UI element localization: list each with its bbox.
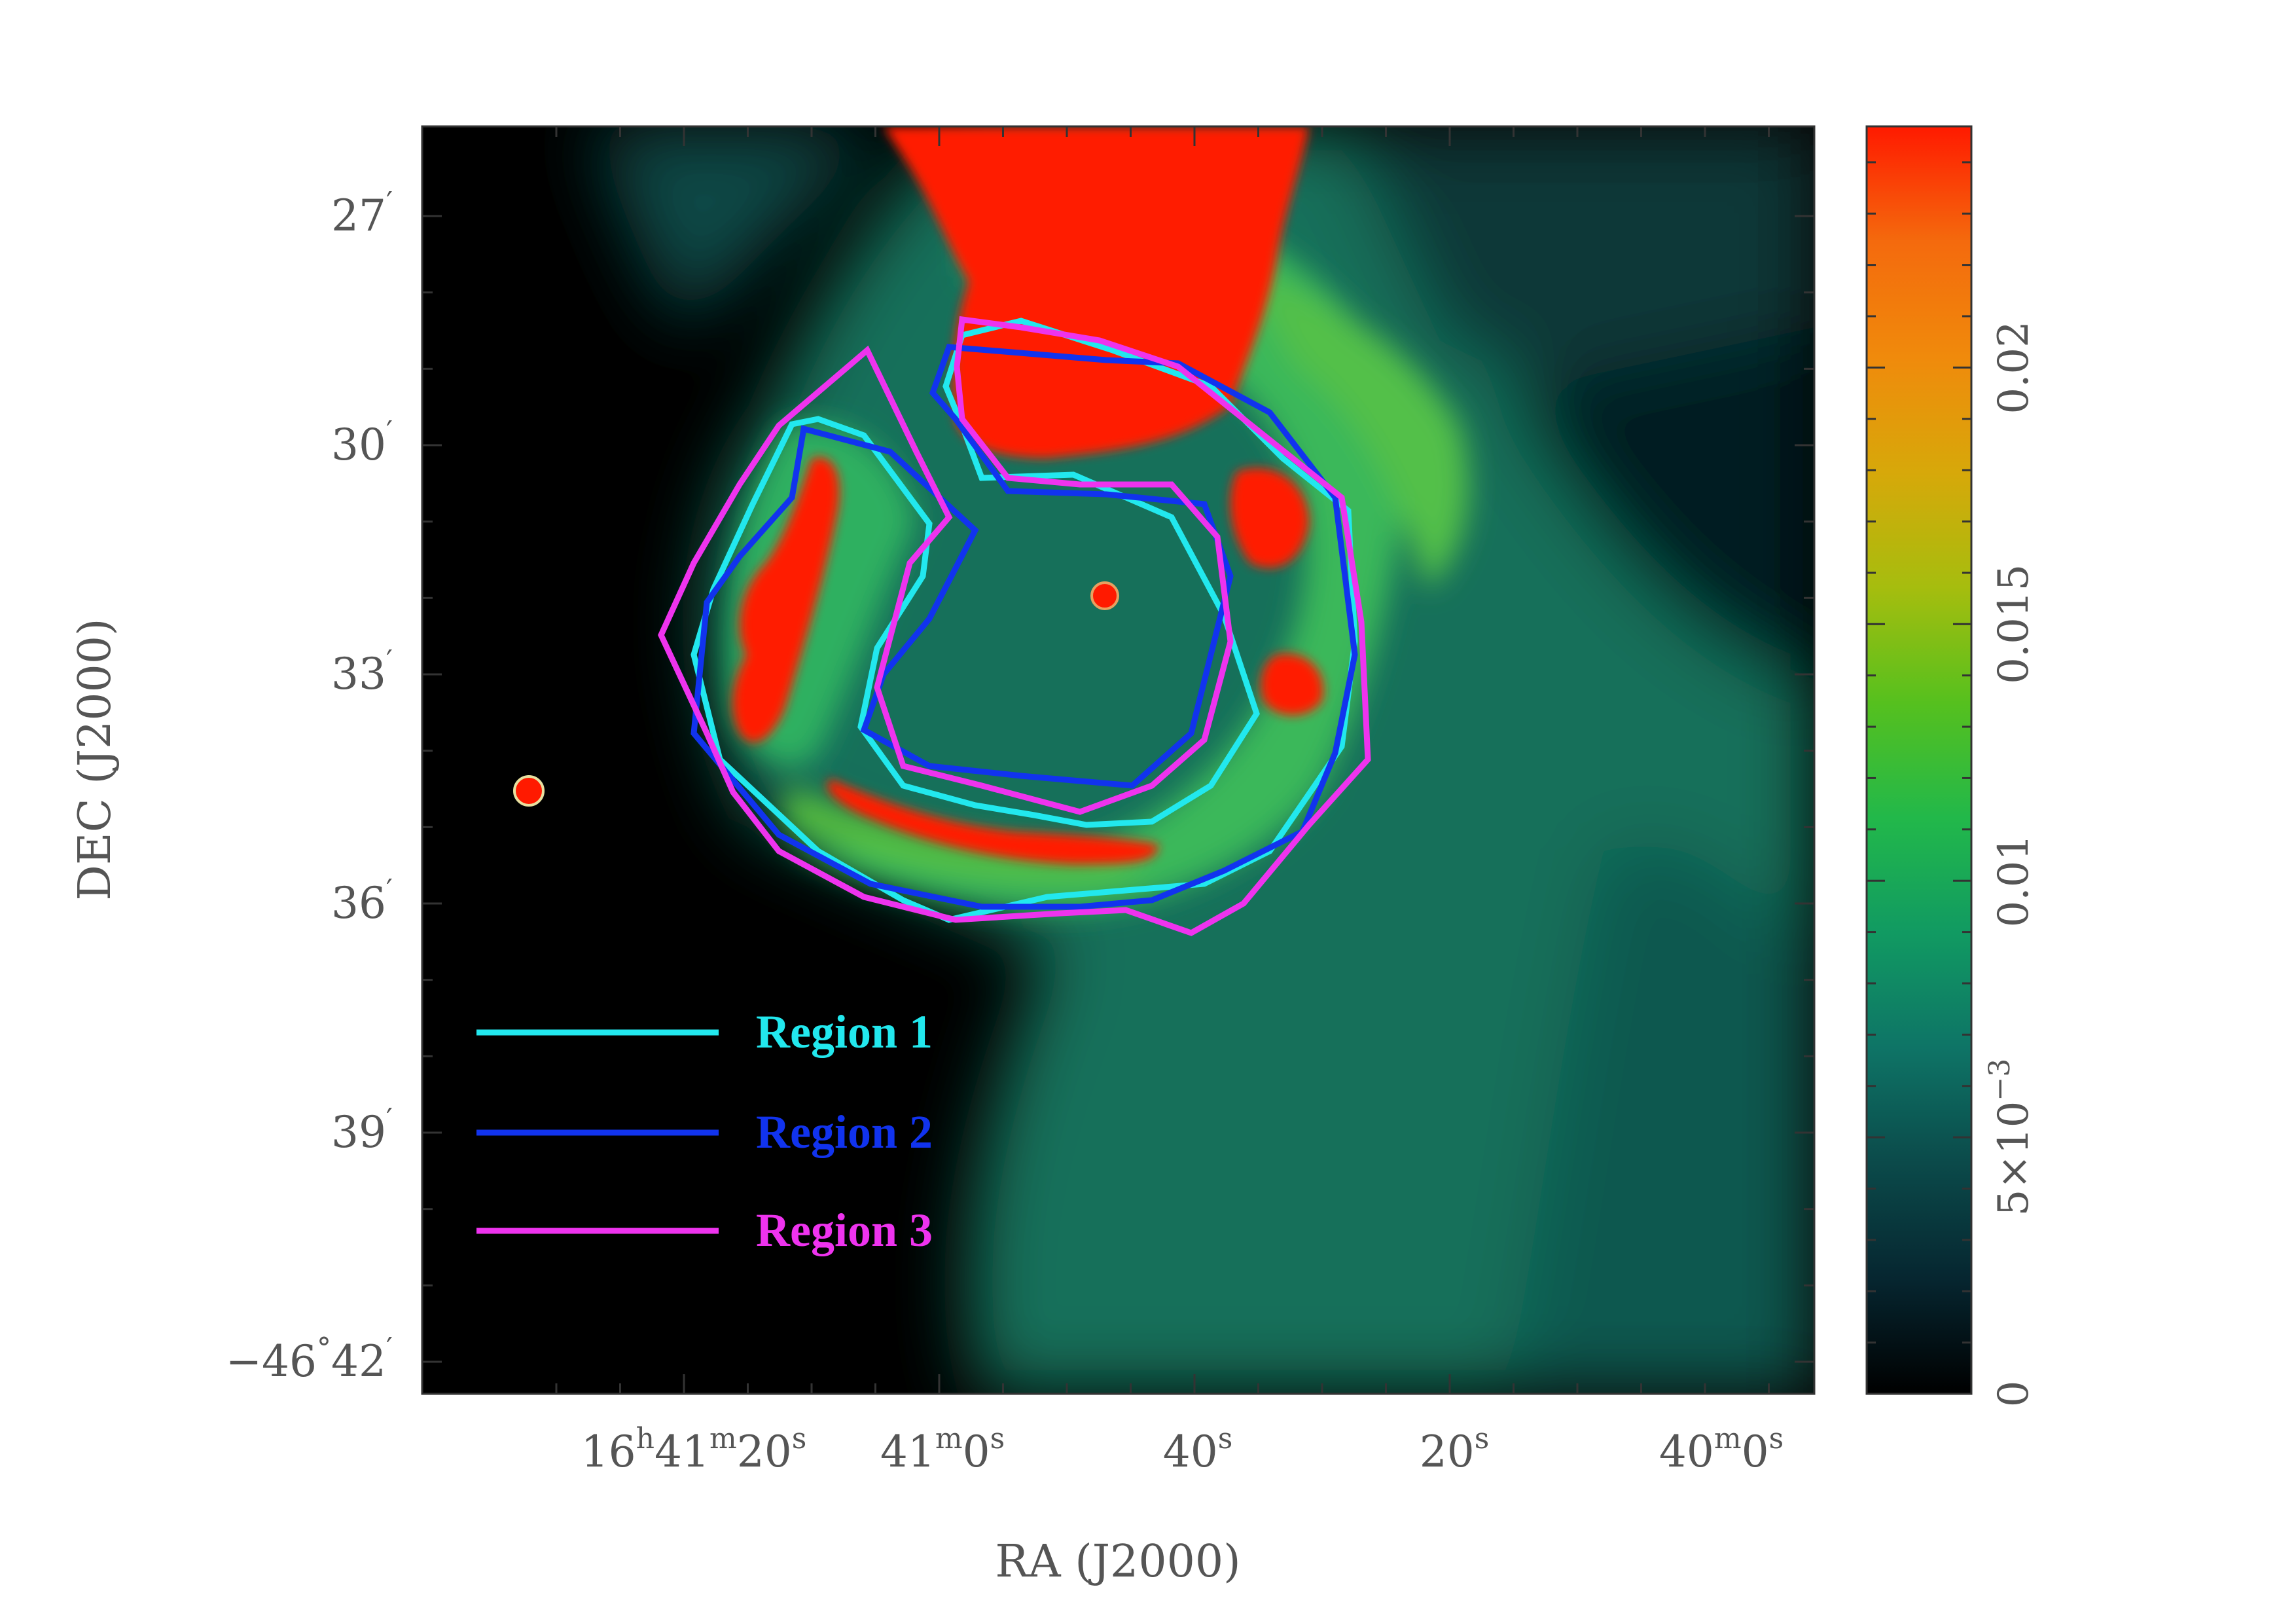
y-tick-labels: 27′ 30′ 33′ 36′ 39′ −46°42′ <box>226 186 393 1387</box>
x-tick-label: 20s <box>1420 1422 1490 1477</box>
map-frame <box>421 125 1816 1395</box>
colorbar-tick-label: 0.02 <box>1990 321 2038 414</box>
colorbar-tick-label: 0 <box>1990 1381 2038 1408</box>
x-tick-labels: 16h41m20s 41m0s 40s 20s 40m0s <box>581 1422 1784 1477</box>
colorbar-tick-label: 5×10−3 <box>1983 1059 2038 1216</box>
y-tick-label: 33′ <box>331 644 393 699</box>
x-tick-label: 41m0s <box>880 1422 1005 1477</box>
y-tick-label: 36′ <box>331 873 393 928</box>
legend-entry-region-2: Region 2 <box>476 1106 933 1158</box>
x-axis-title: RA (J2000) <box>995 1536 1240 1588</box>
colorbar-ticks <box>1867 161 1971 1395</box>
map-ticks <box>422 126 1814 1394</box>
region-3-outline <box>658 316 1371 936</box>
legend-label-region-1: Region 1 <box>756 1006 933 1058</box>
regions <box>658 316 1371 936</box>
colorbar-frame <box>1865 125 1973 1395</box>
colorbar-tick-labels: 0 5×10−3 0.01 0.015 0.02 <box>1983 321 2038 1407</box>
y-tick-label: 30′ <box>331 415 393 470</box>
y-tick-label: 39′ <box>331 1103 393 1158</box>
x-tick-label: 16h41m20s <box>581 1422 807 1477</box>
x-tick-label: 40m0s <box>1659 1422 1784 1477</box>
legend: Region 1 Region 2 Region 3 <box>476 1006 933 1256</box>
region-2-outline <box>691 344 1358 910</box>
point-source-left <box>513 775 545 807</box>
x-tick-label: 40s <box>1163 1422 1233 1477</box>
colorbar-tick-label: 0.01 <box>1990 834 2038 928</box>
legend-label-region-2: Region 2 <box>756 1106 933 1158</box>
y-axis-title: DEC (J2000) <box>69 618 121 900</box>
legend-entry-region-3: Region 3 <box>476 1204 933 1256</box>
emission-map <box>422 126 1814 1394</box>
y-tick-label: 27′ <box>331 186 393 241</box>
y-tick-label: −46°42′ <box>226 1332 393 1387</box>
colorbar-tick-label: 0.015 <box>1990 564 2038 684</box>
point-source-center <box>1090 581 1119 610</box>
colorbar-fill <box>1867 126 1971 1394</box>
colorbar: 0 5×10−3 0.01 0.015 0.02 <box>1865 125 2038 1407</box>
legend-entry-region-1: Region 1 <box>476 1006 933 1058</box>
legend-label-region-3: Region 3 <box>756 1204 933 1256</box>
